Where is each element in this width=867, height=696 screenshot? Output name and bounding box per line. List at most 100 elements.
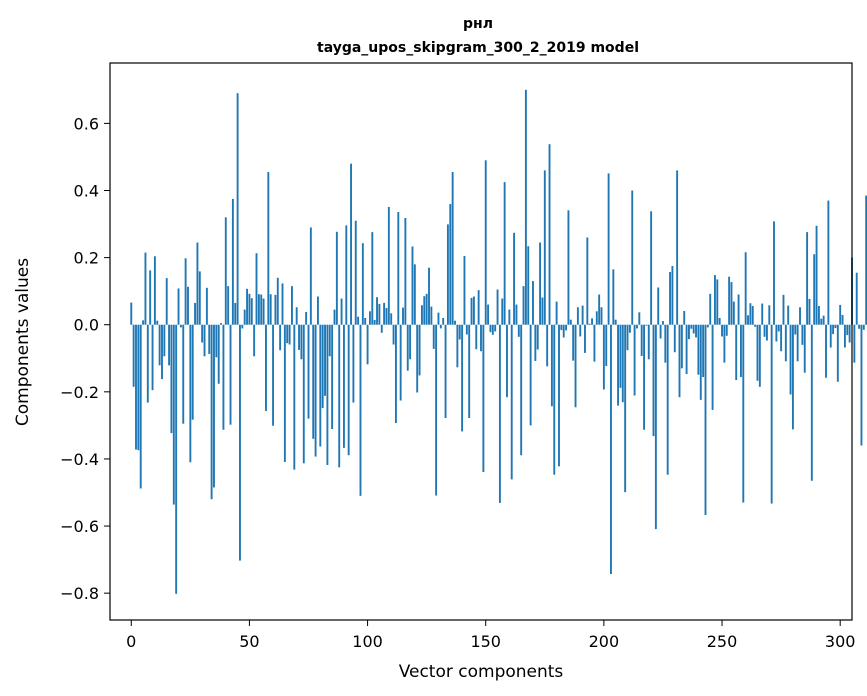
- bar-297: [832, 324, 835, 335]
- bar-95: [354, 220, 357, 325]
- bar-282: [796, 324, 799, 362]
- bar-300: [839, 304, 842, 325]
- bar-303: [846, 324, 849, 336]
- bar-123: [420, 305, 423, 325]
- bar-41: [227, 286, 230, 325]
- bar-31: [203, 324, 206, 357]
- bar-157: [501, 298, 504, 325]
- bar-249: [718, 318, 721, 325]
- bar-243: [704, 324, 707, 515]
- bar-138: [456, 324, 459, 368]
- bar-253: [728, 276, 731, 325]
- bar-233: [680, 324, 683, 369]
- bar-292: [820, 318, 823, 325]
- bar-136: [451, 172, 454, 325]
- bar-40: [224, 217, 227, 325]
- bar-216: [640, 324, 643, 356]
- bar-213: [633, 324, 636, 396]
- bar-150: [484, 160, 487, 325]
- bar-274: [777, 324, 780, 332]
- bar-200: [602, 324, 605, 390]
- bar-263: [751, 305, 754, 325]
- bar-21: [179, 324, 182, 328]
- bar-309: [860, 324, 863, 446]
- bar-53: [255, 253, 258, 325]
- bar-197: [595, 311, 598, 325]
- bar-252: [725, 324, 728, 336]
- bar-185: [567, 210, 570, 325]
- bar-28: [196, 242, 199, 325]
- bar-199: [600, 307, 603, 325]
- bar-258: [739, 324, 742, 378]
- bar-87: [335, 231, 338, 325]
- bar-118: [409, 324, 412, 360]
- bar-265: [756, 324, 759, 381]
- bar-121: [416, 324, 419, 393]
- bar-107: [383, 302, 386, 325]
- bar-4: [139, 324, 142, 489]
- bar-10: [153, 256, 156, 325]
- bar-268: [763, 324, 766, 337]
- y-axis-ticks: −0.8 −0.6 −0.4 −0.2 0.0 0.2 0.4 0.6: [60, 114, 110, 603]
- bar-152: [489, 324, 492, 333]
- bar-218: [645, 324, 648, 326]
- bar-180: [555, 301, 558, 325]
- bar-290: [815, 225, 818, 325]
- bar-119: [411, 246, 414, 325]
- bar-187: [572, 324, 575, 361]
- bar-137: [454, 320, 456, 325]
- bar-29: [198, 271, 201, 325]
- y-tick-label: 0.2: [74, 249, 99, 268]
- bar-272: [773, 221, 775, 325]
- bar-227: [666, 324, 669, 475]
- bar-148: [480, 324, 482, 352]
- bar-61: [274, 294, 277, 325]
- bar-280: [791, 324, 794, 430]
- bar-104: [376, 297, 378, 325]
- bar-85: [331, 324, 334, 430]
- bar-215: [638, 312, 641, 325]
- bar-244: [706, 324, 709, 328]
- x-axis-ticks: 0 50 100 150 200 250 300: [126, 620, 855, 651]
- bar-143: [468, 324, 471, 418]
- bar-182: [560, 324, 563, 331]
- bar-178: [550, 324, 553, 407]
- bar-37: [217, 324, 220, 384]
- bar-184: [565, 324, 568, 331]
- bar-270: [768, 305, 771, 325]
- bar-62: [276, 277, 279, 325]
- x-tick-label: 0: [126, 632, 136, 651]
- bar-60: [272, 324, 274, 426]
- bar-192: [584, 324, 586, 353]
- bar-66: [286, 324, 289, 344]
- bar-277: [784, 324, 787, 362]
- bar-286: [806, 232, 809, 325]
- bar-47: [241, 324, 244, 329]
- bar-174: [541, 297, 544, 325]
- bar-135: [449, 203, 452, 325]
- bar-206: [617, 324, 619, 406]
- bar-273: [775, 324, 778, 342]
- bar-306: [853, 324, 856, 363]
- bar-122: [418, 324, 421, 376]
- bar-279: [789, 324, 792, 395]
- bar-124: [423, 296, 426, 325]
- bar-91: [345, 225, 348, 325]
- bar-26: [191, 324, 194, 420]
- bar-106: [380, 324, 383, 333]
- y-tick-label: −0.4: [60, 450, 99, 469]
- bar-27: [194, 302, 197, 325]
- bar-151: [487, 304, 490, 325]
- bar-163: [515, 304, 518, 325]
- bar-80: [319, 324, 322, 447]
- bar-186: [569, 319, 572, 325]
- bar-149: [482, 324, 485, 473]
- y-tick-label: −0.8: [60, 584, 99, 603]
- bar-111: [392, 324, 395, 345]
- bar-245: [709, 293, 712, 325]
- bar-169: [529, 324, 532, 426]
- bar-24: [187, 286, 189, 325]
- bar-52: [253, 324, 256, 357]
- bar-116: [404, 218, 407, 325]
- bar-224: [659, 324, 662, 339]
